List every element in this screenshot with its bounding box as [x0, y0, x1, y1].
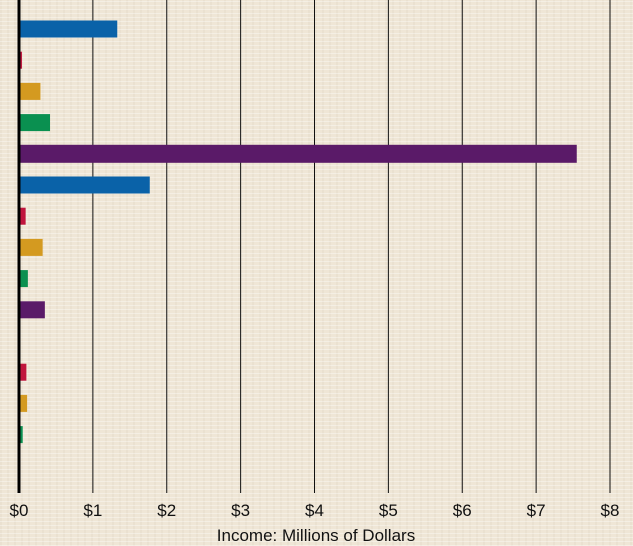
bars: [19, 20, 577, 444]
bar: [19, 176, 150, 194]
x-tick-label: $8: [601, 501, 620, 520]
x-tick-label: $1: [83, 501, 102, 520]
bar: [19, 144, 577, 163]
x-tick-label: $3: [231, 501, 250, 520]
bar: [19, 363, 27, 381]
bar: [19, 270, 28, 288]
x-axis-label: Income: Millions of Dollars: [217, 526, 415, 545]
bar: [19, 20, 118, 38]
bar: [19, 114, 51, 132]
x-tick-label: $5: [379, 501, 398, 520]
bar: [19, 238, 43, 256]
x-tick-labels: $0 $1 $2 $3 $4 $5 $6 $7 $8: [10, 501, 620, 520]
bar: [19, 207, 26, 225]
x-tick-label: $2: [157, 501, 176, 520]
gridlines: [18, 0, 611, 493]
x-tick-label: $6: [453, 501, 472, 520]
bar: [19, 301, 45, 319]
x-tick-label: $4: [305, 501, 324, 520]
bar: [19, 426, 23, 444]
x-tick-label: $0: [10, 501, 29, 520]
bar: [19, 394, 28, 412]
bar: [19, 82, 41, 100]
x-tick-label: $7: [527, 501, 546, 520]
